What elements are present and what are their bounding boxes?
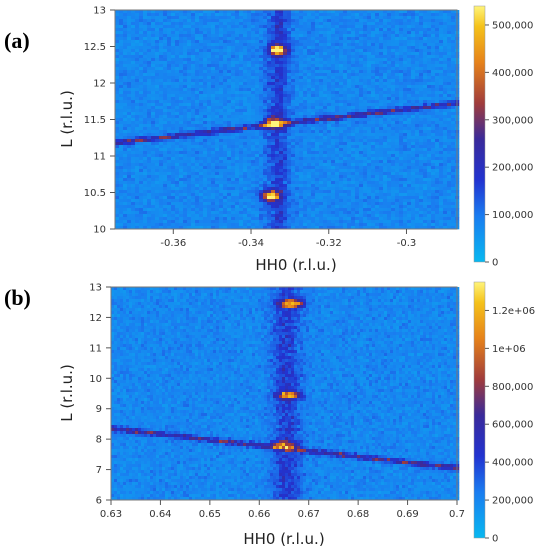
panel-a-y-axis-label: L (r.l.u.): [58, 90, 76, 148]
panel-b: (b) 0.63 0.64 0.65 0.66 0.67 0.68 0.69 0.7 6 7 8 9…: [4, 281, 535, 548]
x-tick-label: 0.69: [396, 509, 418, 520]
y-tick-label: 11: [93, 152, 106, 163]
x-tick-label: -0.34: [238, 238, 264, 249]
colorbar-tick-label: 100,000: [492, 210, 533, 221]
colorbar-tick-label: 400,000: [492, 458, 533, 469]
y-tick-label: 13: [93, 6, 106, 17]
colorbar-tick-label: 1e+06: [492, 344, 526, 355]
y-tick-label: 12: [89, 313, 102, 324]
y-tick-label: 9: [96, 404, 102, 415]
panel-b-heatmap: [111, 287, 460, 501]
x-tick-label: -0.32: [316, 238, 342, 249]
panel-b-y-ticks: 6 7 8 9 10 11 12 13: [89, 283, 111, 507]
x-tick-label: -0.3: [397, 238, 417, 249]
colorbar-tick-label: 200,000: [492, 163, 533, 174]
y-tick-label: 10: [93, 225, 106, 236]
panel-b-frame: [110, 286, 458, 501]
y-tick-label: 10: [89, 374, 102, 385]
panel-a: (a) -0.36 -0.34 -0.32 -0.3 10 10.5 11 11.5 12 12…: [4, 6, 533, 275]
x-tick-label: 0.67: [298, 509, 320, 520]
y-tick-label: 11: [89, 343, 102, 354]
colorbar-tick-label: 800,000: [492, 382, 533, 393]
y-tick-label: 11.5: [84, 115, 106, 126]
y-tick-label: 6: [96, 496, 102, 507]
x-tick-label: -0.36: [160, 238, 186, 249]
panel-b-y-axis-label: L (r.l.u.): [58, 364, 76, 422]
y-tick-label: 12: [93, 79, 106, 90]
x-tick-label: 0.66: [248, 509, 270, 520]
panel-b-x-axis-label: HH0 (r.l.u.): [243, 530, 324, 548]
panel-a-x-ticks: -0.36 -0.34 -0.32 -0.3: [160, 229, 416, 249]
y-tick-label: 10.5: [84, 188, 106, 199]
panel-a-colorbar-ticks: 0 100,000 200,000 300,000 400,000 500,000: [485, 20, 533, 269]
panel-a-heatmap: [115, 10, 460, 230]
panel-b-colorbar: [473, 281, 486, 539]
colorbar-tick-label: 0: [492, 258, 498, 269]
y-tick-label: 8: [96, 435, 102, 446]
panel-a-x-axis-label: HH0 (r.l.u.): [255, 256, 336, 274]
panel-a-y-ticks: 10 10.5 11 11.5 12 12.5 13: [84, 6, 115, 236]
panel-a-label: (a): [4, 28, 30, 53]
panel-a-colorbar: [473, 5, 486, 263]
y-tick-label: 12.5: [84, 42, 106, 53]
colorbar-tick-label: 0: [492, 534, 498, 545]
y-tick-label: 7: [96, 465, 102, 476]
colorbar-tick-label: 600,000: [492, 420, 533, 431]
y-tick-label: 13: [89, 283, 102, 294]
colorbar-tick-label: 400,000: [492, 68, 533, 79]
x-tick-label: 0.64: [149, 509, 171, 520]
colorbar-tick-label: 200,000: [492, 496, 533, 507]
colorbar-tick-label: 300,000: [492, 115, 533, 126]
panel-b-x-ticks: 0.63 0.64 0.65 0.66 0.67 0.68 0.69 0.7: [100, 500, 465, 520]
x-tick-label: 0.68: [347, 509, 369, 520]
panel-b-colorbar-ticks: 0 200,000 400,000 600,000 800,000 1e+06 1.2e+0…: [485, 306, 535, 545]
panel-b-label: (b): [4, 285, 31, 310]
x-tick-label: 0.65: [199, 509, 221, 520]
x-tick-label: 0.7: [449, 509, 465, 520]
colorbar-tick-label: 1.2e+06: [492, 306, 535, 317]
x-tick-label: 0.63: [100, 509, 122, 520]
colorbar-tick-label: 500,000: [492, 20, 533, 31]
